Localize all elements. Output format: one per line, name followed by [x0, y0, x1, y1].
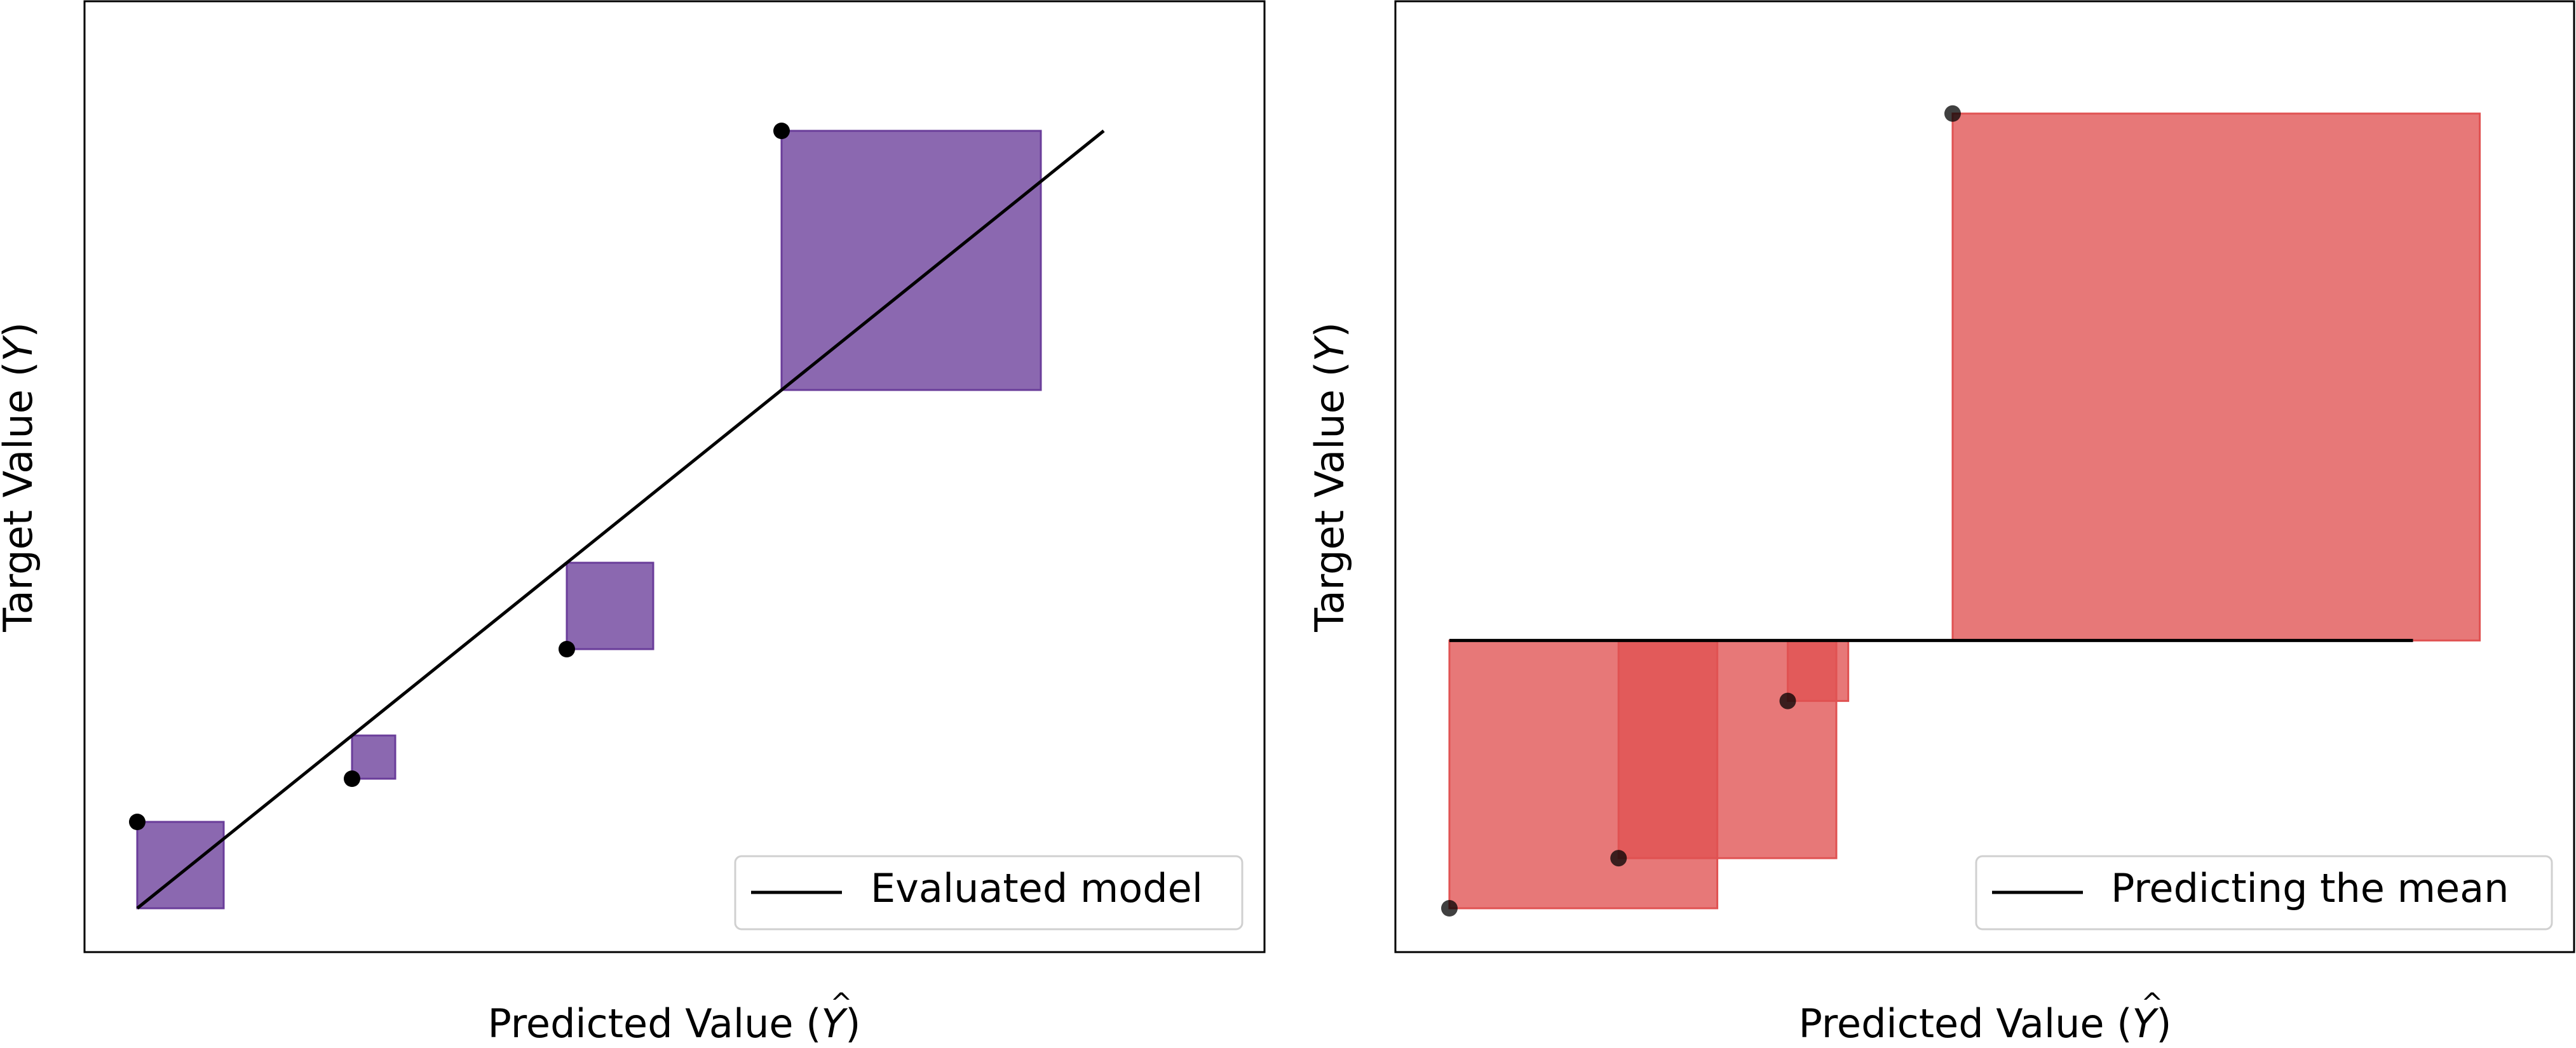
panel-right-ylabel: Target Value (Y)	[1306, 322, 1353, 633]
panel-left-ylabel: Target Value (Y)	[0, 322, 41, 633]
panel-left-data-point-1	[129, 814, 146, 830]
panel-right-axes-frame	[1394, 0, 2575, 953]
panel-left-xlabel: Predicted Value (Y)	[488, 1000, 861, 1047]
panel-right-points	[1441, 105, 1961, 917]
panel-left-legend: Evaluated model	[734, 855, 1244, 930]
panel-right: Predicting the mean Predicted Value (Y) …	[1306, 0, 2575, 1047]
panel-left-data-point-2	[344, 770, 360, 787]
panel-right-xlabel-hat: ^	[2141, 987, 2163, 1018]
panel-left-error-square-3	[566, 561, 654, 650]
panel-right-squares	[1448, 112, 2481, 910]
panel-right-data-point-3	[1779, 692, 1796, 709]
panel-left-model-line	[136, 130, 1105, 910]
panel-right-data-point-2	[1610, 850, 1627, 867]
panel-right-legend-box	[1975, 855, 2553, 930]
panel-right-data-point-4	[1944, 105, 1961, 122]
panel-left-points	[129, 123, 790, 830]
panel-left-data-point-3	[559, 641, 575, 657]
panel-left-legend-label: Evaluated model	[871, 865, 1203, 911]
panel-right-data-point-1	[1441, 900, 1458, 917]
panel-left: Evaluated model Predicted Value (Y) ^ Ta…	[0, 0, 1266, 1047]
panel-left-legend-box	[734, 855, 1244, 930]
panel-left-axes-frame	[83, 0, 1266, 953]
panel-left-error-square-2	[351, 734, 397, 780]
panel-left-error-square-1	[136, 821, 225, 910]
panel-right-legend-label: Predicting the mean	[2111, 865, 2509, 911]
panel-left-squares	[136, 130, 1042, 910]
panel-left-xlabel-hat: ^	[830, 987, 852, 1018]
panel-right-xlabel: Predicted Value (Y)	[1799, 1000, 2172, 1047]
panel-right-error-square-4	[1951, 112, 2481, 642]
panel-left-data-point-4	[773, 123, 790, 139]
panel-right-legend: Predicting the mean	[1975, 855, 2553, 930]
panel-right-error-square-3	[1786, 639, 1850, 702]
panel-left-error-square-4	[780, 130, 1042, 391]
